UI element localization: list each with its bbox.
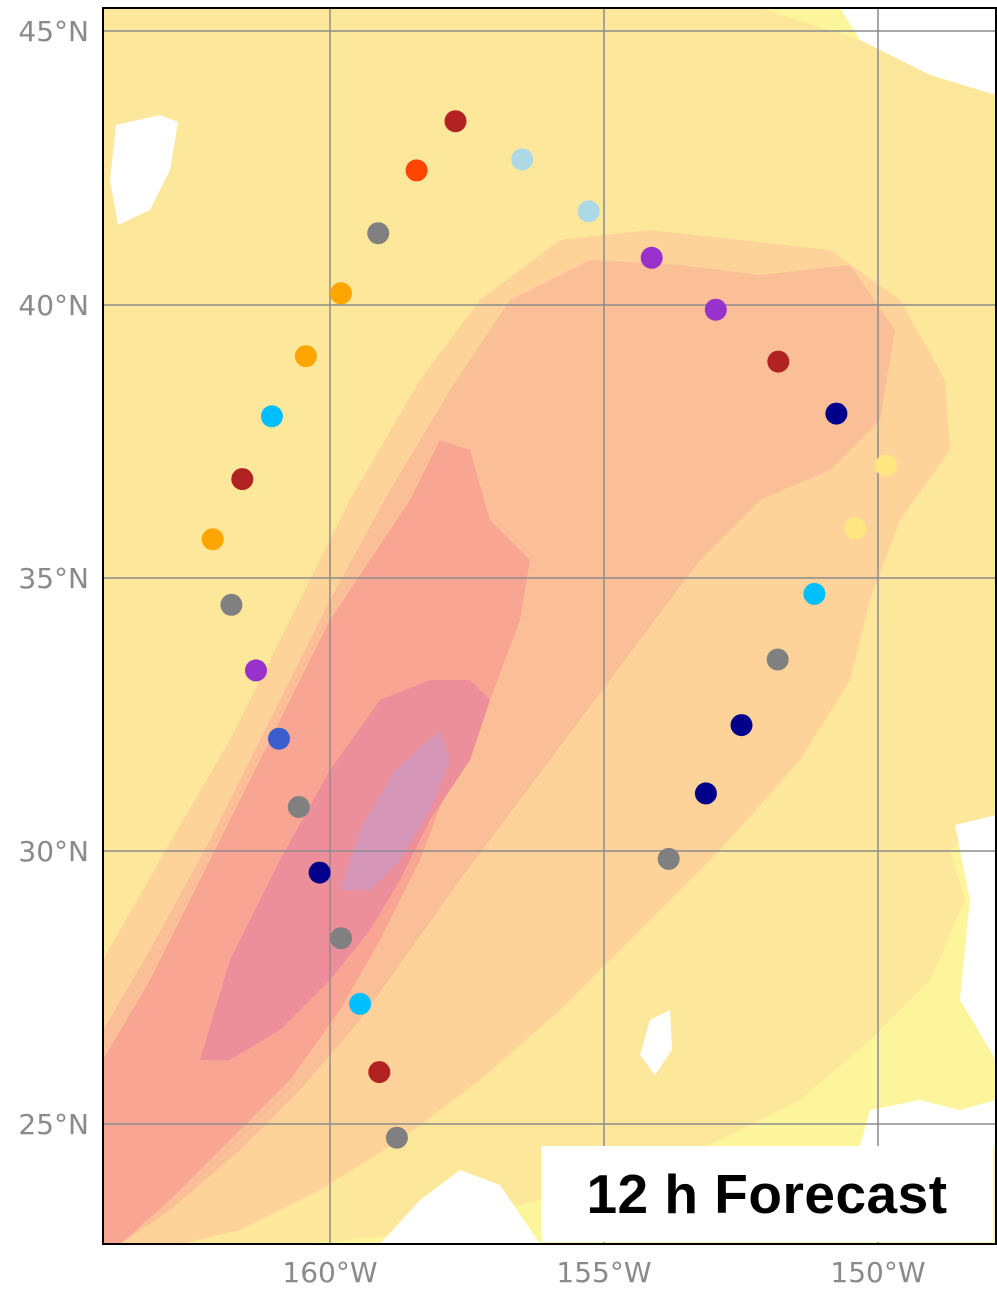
land-region [840, 8, 996, 95]
graticule [103, 8, 996, 1244]
land-region [640, 1010, 672, 1075]
forecast-field [103, 8, 996, 1244]
observation-point [803, 582, 826, 605]
observation-point [287, 796, 310, 818]
lat-label-45: 45°N [18, 15, 89, 48]
field-band-6 [340, 730, 450, 890]
observation-point [825, 402, 848, 425]
observation-point [766, 648, 789, 671]
observation-point [657, 847, 680, 870]
lon-label-160w: 160°W [282, 1256, 377, 1289]
lon-label-150w: 150°W [830, 1256, 925, 1289]
land-region [955, 815, 996, 1060]
observation-point [330, 282, 352, 305]
lat-label-40: 40°N [18, 289, 89, 322]
observation-point [844, 517, 866, 540]
observation-points [201, 110, 898, 1149]
forecast-label: 12 h Forecast [586, 1163, 948, 1225]
observation-point [220, 593, 243, 616]
lat-label-35: 35°N [18, 562, 89, 595]
land-region [860, 1100, 996, 1146]
observation-point [245, 659, 267, 682]
lat-label-25: 25°N [18, 1108, 89, 1141]
observation-point [511, 148, 534, 171]
observation-point [260, 405, 283, 428]
observation-point [444, 110, 467, 133]
observation-point [767, 350, 790, 373]
longitude-labels: 160°W 155°W 150°W [282, 1256, 925, 1289]
observation-point [385, 1126, 408, 1149]
observation-point [308, 861, 331, 884]
observation-point [694, 782, 717, 805]
land-region [380, 1170, 540, 1244]
observation-point [201, 528, 224, 551]
observation-point [730, 714, 753, 737]
latitude-labels: 45°N 40°N 35°N 30°N 25°N [18, 15, 89, 1141]
observation-point [268, 727, 290, 750]
observation-point [368, 1061, 391, 1084]
observation-point [577, 200, 600, 223]
observation-point [330, 927, 352, 950]
land-region [110, 115, 178, 225]
observation-point [640, 246, 663, 269]
observation-point [704, 298, 727, 321]
map-frame [102, 7, 997, 1245]
observation-point [405, 159, 428, 182]
forecast-label-box: 12 h Forecast [541, 1146, 993, 1242]
lat-label-30: 30°N [18, 835, 89, 868]
observation-point [875, 454, 898, 477]
observation-point [349, 992, 372, 1015]
observation-point [367, 222, 390, 245]
observation-point [294, 345, 317, 368]
lon-label-155w: 155°W [556, 1256, 651, 1289]
observation-point [231, 468, 254, 491]
